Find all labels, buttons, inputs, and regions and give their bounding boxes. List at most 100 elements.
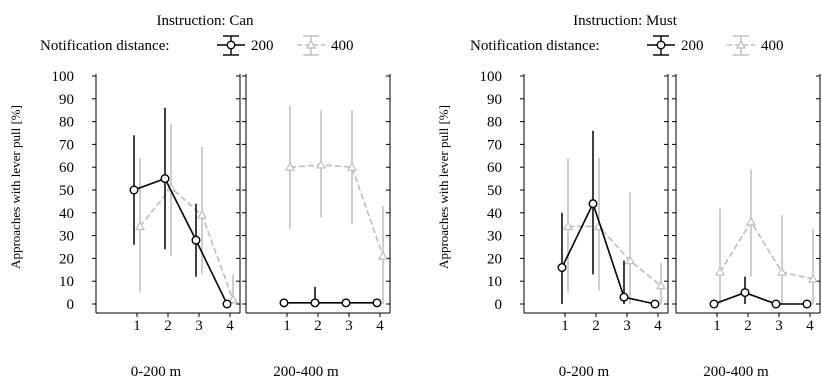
y-axis-label: Approaches with lever pull [%]	[436, 105, 451, 269]
y-tick-label: 70	[487, 137, 502, 153]
legend-entry: 200	[647, 35, 704, 56]
series-400	[714, 169, 819, 304]
data-point-circle	[557, 263, 567, 273]
chart-title: Instruction: Must	[573, 13, 678, 29]
series-line	[719, 220, 814, 280]
data-point-circle	[709, 299, 719, 309]
x-tick-label: 4	[654, 318, 662, 334]
y-tick-label: 90	[59, 92, 74, 108]
y-tick-label: 80	[59, 115, 74, 131]
data-point-triangle	[624, 255, 636, 265]
legend: Notification distance: 200 400	[470, 35, 784, 56]
panel-2: 1 2 3 4 200-400 m	[672, 74, 821, 380]
y-tick-label: 80	[487, 115, 502, 131]
panel-1: 1 2 3 4 0-200 m	[92, 74, 241, 380]
x-tick-label: 1	[133, 318, 141, 334]
legend-marker-circle	[656, 40, 666, 50]
y-tick-label: 0	[495, 297, 503, 313]
y-tick-label: 90	[487, 92, 502, 108]
legend-label: 200	[251, 38, 274, 54]
x-tick-label: 3	[775, 318, 783, 334]
series-line	[133, 177, 228, 305]
series-200	[279, 286, 382, 308]
y-axis-label: Approaches with lever pull [%]	[8, 105, 23, 269]
data-point-triangle	[196, 209, 208, 219]
series-line	[289, 164, 384, 257]
y-tick-label: 50	[59, 183, 74, 199]
x-tick-label: 2	[592, 318, 600, 334]
y-tick-label: 10	[59, 274, 74, 290]
y-tick-label: 40	[487, 206, 502, 222]
data-point-circle	[771, 299, 781, 309]
data-point-triangle	[807, 273, 819, 283]
x-tick-label: 2	[744, 318, 752, 334]
data-point-circle	[222, 299, 232, 309]
data-point-circle	[619, 292, 629, 302]
legend-label: 400	[761, 38, 784, 54]
y-tick-label: 100	[52, 69, 75, 85]
data-point-circle	[740, 288, 750, 298]
series-line	[713, 291, 807, 305]
series-200	[557, 130, 660, 309]
legend-title: Notification distance:	[470, 38, 600, 54]
panel-label: 0-200 m	[131, 364, 182, 380]
data-point-circle	[650, 299, 660, 309]
data-point-circle	[129, 185, 139, 195]
x-tick-label: 2	[314, 318, 322, 334]
series-400	[134, 123, 239, 304]
x-tick-label: 4	[806, 318, 814, 334]
data-point-triangle	[134, 221, 146, 231]
data-point-circle	[588, 199, 598, 209]
y-tick-label: 100	[480, 69, 503, 85]
series-400	[284, 105, 389, 304]
data-point-triangle	[776, 266, 788, 276]
data-point-circle	[341, 298, 351, 308]
data-point-triangle	[315, 159, 327, 169]
legend-label: 200	[681, 38, 704, 54]
legend-marker-triangle	[305, 39, 317, 49]
data-point-circle	[802, 299, 812, 309]
y-tick-label: 0	[67, 297, 75, 313]
legend-marker-circle	[226, 40, 236, 50]
data-point-circle	[372, 298, 382, 308]
legend-marker-triangle	[735, 39, 747, 49]
x-tick-label: 4	[376, 318, 384, 334]
x-tick-label: 3	[623, 318, 631, 334]
y-tick-label: 60	[487, 160, 502, 176]
x-tick-label: 3	[345, 318, 353, 334]
data-point-triangle	[745, 216, 757, 226]
panel-label: 200-400 m	[273, 364, 339, 380]
series-200	[129, 107, 232, 309]
data-point-triangle	[227, 294, 239, 304]
y-tick-label: 10	[487, 274, 502, 290]
x-tick-label: 1	[283, 318, 291, 334]
y-tick-label: 60	[59, 160, 74, 176]
series-line	[139, 186, 234, 300]
y-tick-label: 20	[487, 251, 502, 267]
data-point-triangle	[284, 161, 296, 171]
panel-1: 1 2 3 4 0-200 m	[520, 74, 669, 380]
legend: Notification distance: 200 400	[40, 35, 354, 56]
legend-entry: 200	[217, 35, 274, 56]
y-tick-label: 40	[59, 206, 74, 222]
data-point-circle	[310, 298, 320, 308]
series-line	[561, 201, 656, 305]
data-point-circle	[191, 235, 201, 245]
x-tick-label: 4	[226, 318, 234, 334]
data-point-circle	[279, 298, 289, 308]
chart-group-2: Instruction: Must Notification distance: 2…	[436, 13, 821, 380]
data-point-circle	[160, 174, 170, 184]
x-tick-label: 3	[195, 318, 203, 334]
y-tick-label: 30	[487, 229, 502, 245]
series-200	[709, 276, 812, 309]
y-tick-label: 20	[59, 251, 74, 267]
x-tick-label: 2	[164, 318, 172, 334]
panel-label: 0-200 m	[559, 364, 610, 380]
x-tick-label: 1	[713, 318, 721, 334]
data-point-triangle	[714, 266, 726, 276]
x-tick-label: 1	[561, 318, 569, 334]
data-point-triangle	[562, 221, 574, 231]
y-tick-label: 30	[59, 229, 74, 245]
